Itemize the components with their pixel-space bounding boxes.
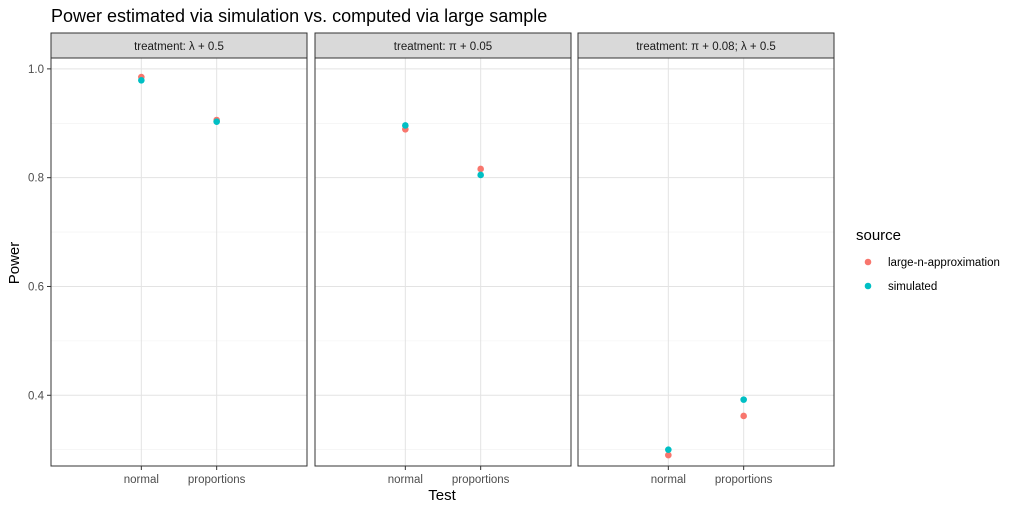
panel-background xyxy=(51,58,307,466)
y-tick-label: 0.4 xyxy=(28,390,45,402)
y-tick-label: 1.0 xyxy=(28,64,44,76)
y-tick-label: 0.6 xyxy=(28,281,44,293)
legend: source large-n-approximation simulated xyxy=(856,227,1000,293)
y-tick-label: 0.8 xyxy=(28,173,44,185)
x-tick-label: normal xyxy=(651,474,686,486)
x-tick-label: normal xyxy=(124,474,159,486)
x-tick-label: normal xyxy=(388,474,423,486)
data-point-simulated xyxy=(402,122,409,129)
x-tick-label: proportions xyxy=(715,474,773,486)
data-point-large-n-approximation xyxy=(740,412,747,420)
legend-label: simulated xyxy=(888,281,937,293)
x-tick-label: proportions xyxy=(188,474,246,486)
facet-panel: treatment: π + 0.05 normal proportions xyxy=(314,32,572,486)
facet-panel: treatment: π + 0.08; λ + 0.5 normal propor… xyxy=(577,32,835,486)
legend-title: source xyxy=(856,227,901,244)
facet-strip xyxy=(314,32,572,59)
data-point-simulated xyxy=(477,171,484,179)
panel-background xyxy=(315,58,571,466)
facet-strip xyxy=(50,32,308,59)
legend-label: large-n-approximation xyxy=(888,257,1000,269)
facet-panel: treatment: λ + 0.5 normal proportions xyxy=(50,32,308,486)
data-point-simulated xyxy=(665,446,672,453)
y-axis: 0.4 0.6 0.8 1.0 xyxy=(28,64,51,402)
facet-strip-label: treatment: π + 0.05 xyxy=(394,41,492,53)
data-point-simulated xyxy=(138,77,145,84)
facet-strip xyxy=(577,32,835,59)
chart-title: Power estimated via simulation vs. compu… xyxy=(51,6,547,26)
data-point-simulated xyxy=(740,396,747,403)
data-point-large-n-approximation xyxy=(665,451,672,459)
x-axis-title: Test xyxy=(428,487,456,504)
x-tick-label: proportions xyxy=(452,474,510,486)
panel-border xyxy=(50,57,308,467)
panel-border xyxy=(314,57,572,467)
data-point-simulated xyxy=(213,118,220,125)
facet-strip-label: treatment: π + 0.08; λ + 0.5 xyxy=(636,41,776,53)
data-point-large-n-approximation xyxy=(477,165,484,173)
panel-background xyxy=(578,58,834,466)
y-axis-title: Power xyxy=(6,242,23,285)
facet-strip-label: treatment: λ + 0.5 xyxy=(134,41,224,53)
legend-items: large-n-approximation simulated xyxy=(864,257,1000,293)
legend-key-large-n-approximation xyxy=(864,258,872,266)
legend-key-simulated xyxy=(864,282,872,290)
panel-border xyxy=(577,57,835,467)
